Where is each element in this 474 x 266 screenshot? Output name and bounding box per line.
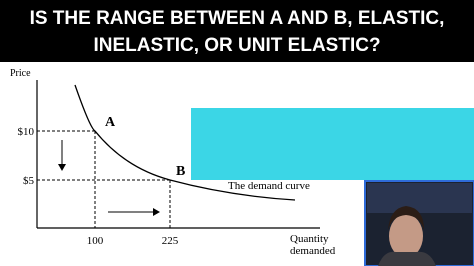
- y-tick-label: $5: [23, 175, 35, 187]
- person-body: [378, 251, 436, 266]
- arrowhead: [153, 208, 160, 216]
- webcam-wall: [367, 183, 472, 213]
- demand-curve: [74, 84, 296, 201]
- x-tick-label: 225: [162, 235, 179, 247]
- x-axis-label: demanded: [290, 245, 336, 257]
- person-hair: [388, 206, 424, 230]
- y-axis-label: Price: [10, 68, 31, 79]
- overlay-box: [191, 108, 474, 180]
- point-label: A: [105, 115, 116, 130]
- title-line: INELASTIC, OR UNIT ELASTIC?: [93, 35, 380, 56]
- webcam: [364, 180, 474, 266]
- x-axis-label: Quantity: [290, 233, 329, 245]
- curve-label: The demand curve: [228, 180, 310, 192]
- y-tick-label: $10: [18, 126, 35, 138]
- arrowhead: [58, 164, 66, 171]
- x-tick-label: 100: [87, 235, 104, 247]
- point-label: B: [176, 164, 185, 179]
- person-face: [389, 214, 423, 258]
- graph: Price $10 $5 100 225 A B The demand curv…: [10, 68, 336, 257]
- title-line: IS THE RANGE BETWEEN A AND B, ELASTIC,: [30, 8, 445, 29]
